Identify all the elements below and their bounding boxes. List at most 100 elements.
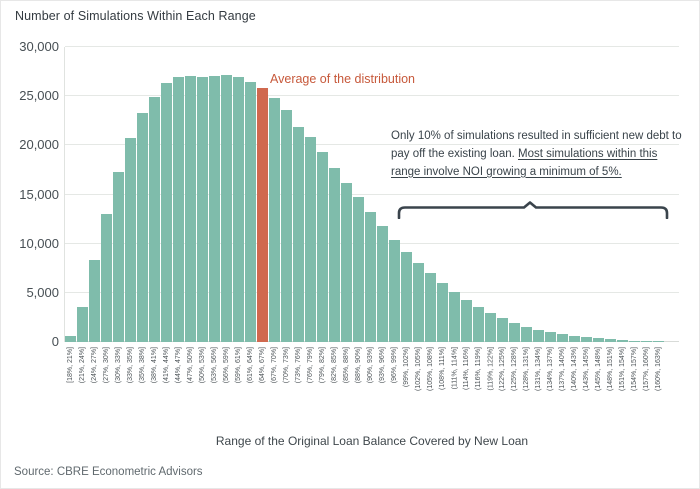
bar [521, 327, 532, 342]
x-tick-label: (88%, 90%] [355, 347, 362, 384]
x-tick-label: (44%, 47%] [175, 347, 182, 384]
gridline [65, 95, 679, 97]
y-tick-label: 10,000 [19, 235, 59, 251]
bar [617, 340, 628, 342]
x-tick-label: (56%, 59%] [223, 347, 230, 384]
bar [281, 109, 292, 342]
x-tick-label: (93%, 96%] [379, 347, 386, 384]
x-tick-label: (35%, 38%] [139, 347, 146, 384]
x-tick-label: (33%, 35%] [127, 347, 134, 384]
bar [233, 77, 244, 342]
bar [245, 82, 256, 342]
bar [569, 335, 580, 342]
bar [533, 330, 544, 342]
x-tick-label: (111%, 114%] [451, 347, 458, 390]
bar [305, 137, 316, 342]
y-tick-label: 30,000 [19, 39, 59, 54]
x-axis-title: Range of the Original Loan Balance Cover… [215, 434, 529, 448]
bar [329, 167, 340, 342]
gridline [65, 144, 679, 146]
bar [89, 260, 100, 342]
x-tick-label: (114%, 116%] [463, 347, 470, 390]
x-tick-label: (90%, 93%] [367, 347, 374, 384]
plot-area [65, 46, 679, 342]
annotation-plain-text: Only 10% of simulations resulted in suff… [391, 130, 682, 160]
x-tick-label: (145%, 148%] [595, 347, 602, 391]
bar [509, 323, 520, 342]
bar [389, 239, 400, 342]
range-bracket [397, 201, 669, 219]
x-tick-label: (70%, 73%] [283, 347, 290, 384]
x-tick-label: (61%, 64%] [247, 347, 254, 384]
x-tick-label: (99%, 102%] [403, 347, 410, 388]
x-tick-label: (27%, 30%] [103, 347, 110, 384]
x-tick-label: (137%, 140%] [559, 347, 566, 391]
bar [605, 339, 616, 342]
x-tick-label: (79%, 82%] [319, 347, 326, 384]
x-tick-label: (64%, 67%] [259, 347, 266, 384]
x-tick-label: (160%, 163%] [655, 347, 662, 391]
bar [557, 334, 568, 342]
x-tick-label: (131%, 134%] [535, 347, 542, 391]
bar [425, 273, 436, 342]
x-tick-label: (47%, 50%] [187, 347, 194, 384]
x-tick-label: (125%, 128%] [511, 347, 518, 391]
x-tick-label: (116%, 119%] [475, 347, 482, 390]
x-tick-label: (140%, 143%] [571, 347, 578, 391]
x-tick-label: (148%, 151%] [607, 347, 614, 391]
y-tick-label: 15,000 [19, 186, 59, 202]
x-axis-labels: [18%, 21%] (21%, 24%] (24%, 27%] (27%, 30%]… [65, 345, 679, 437]
x-tick-label: (128%, 131%] [523, 347, 530, 391]
x-tick-label: (50%, 53%] [199, 347, 206, 384]
bar [185, 75, 196, 342]
chart-title: Number of Simulations Within Each Range [15, 9, 256, 23]
bar [449, 291, 460, 342]
bar [629, 340, 640, 342]
x-tick-label: (157%, 160%] [643, 347, 650, 391]
bar [149, 97, 160, 342]
average-annotation: Average of the distribution [270, 72, 416, 86]
x-tick-label: (134%, 137%] [547, 347, 554, 391]
bar [209, 75, 220, 342]
x-tick-label: (53%, 56%] [211, 347, 218, 384]
bar [221, 74, 232, 342]
bar [137, 112, 148, 342]
bar [173, 77, 184, 342]
x-tick-label: (96%, 99%] [391, 347, 398, 384]
bar [269, 98, 280, 342]
bar [317, 152, 328, 342]
x-tick-label: (143%, 145%] [583, 347, 590, 391]
y-tick-label: 20,000 [19, 137, 59, 153]
bar [65, 336, 76, 342]
bar [473, 306, 484, 342]
x-tick-label: (82%, 85%] [331, 347, 338, 384]
gridline [65, 193, 679, 195]
y-axis-line [64, 47, 65, 342]
source-note: Source: CBRE Econometric Advisors [14, 466, 203, 478]
bar [437, 283, 448, 342]
average-bar [257, 88, 268, 342]
bar [197, 76, 208, 342]
y-tick-label: 25,000 [19, 88, 59, 104]
bar [101, 214, 112, 342]
x-tick-label: (59%, 61%] [235, 347, 242, 384]
x-tick-label: (122%, 125%] [499, 347, 506, 391]
bar [653, 341, 664, 342]
bar [353, 197, 364, 342]
bar [461, 299, 472, 342]
x-tick-label: (151%, 154%] [619, 347, 626, 391]
bar [497, 318, 508, 342]
bar [113, 171, 124, 342]
annotation-text: Only 10% of simulations resulted in suff… [391, 128, 685, 181]
x-tick-label: (38%, 41%] [151, 347, 158, 384]
x-tick-label: [18%, 21%] [67, 347, 74, 383]
x-tick-label: (119%, 122%] [487, 347, 494, 391]
bar [401, 251, 412, 342]
bar [293, 126, 304, 342]
y-tick-label: 0 [51, 334, 59, 349]
x-tick-label: (21%, 24%] [79, 347, 86, 384]
x-tick-label: (154%, 157%] [631, 347, 638, 391]
x-tick-label: (73%, 76%] [295, 347, 302, 384]
bar [161, 83, 172, 342]
